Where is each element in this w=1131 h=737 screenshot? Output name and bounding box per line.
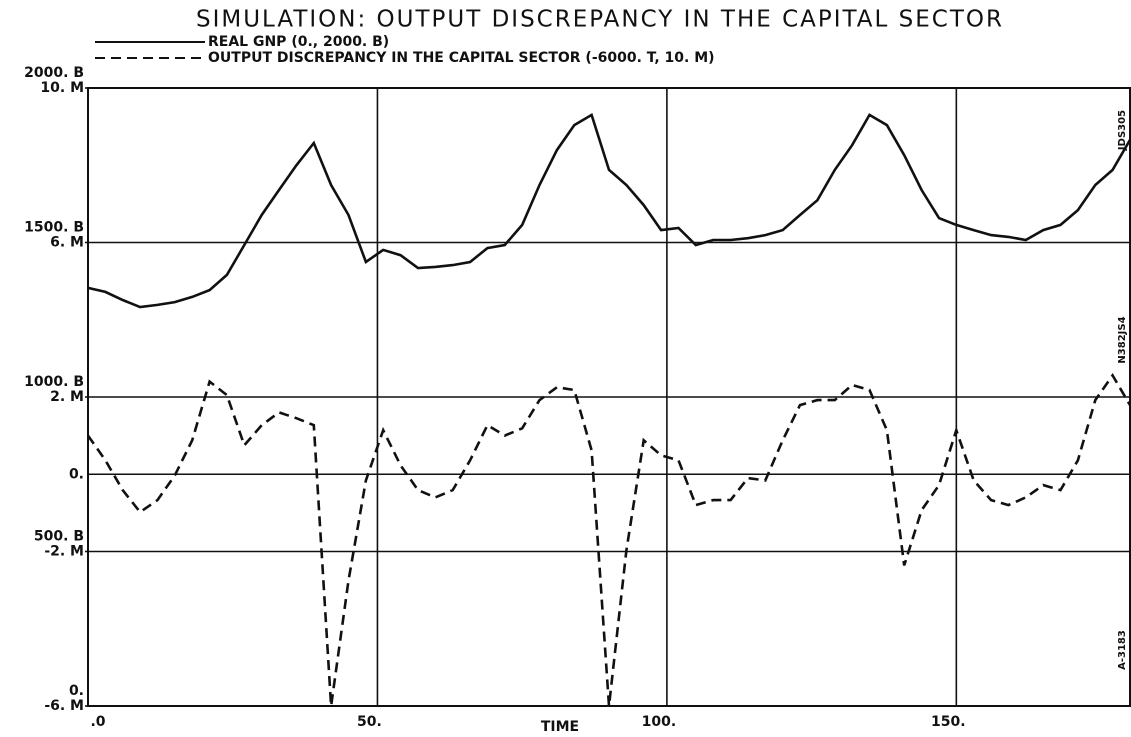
legend-label: REAL GNP (0., 2000. B)	[208, 34, 389, 50]
y2-tick-label: 0.	[69, 466, 84, 482]
x-tick-label: .0	[90, 714, 105, 730]
y-tick-label: 1000. B	[24, 374, 84, 390]
x-axis-label: TIME	[541, 719, 579, 735]
annotation: A-3183	[1117, 630, 1128, 670]
y-tick-label: 500. B	[34, 529, 84, 545]
x-tick-label: 100.	[642, 714, 677, 730]
y2-tick-label: -6. M	[44, 698, 84, 714]
y2-tick-label: 6. M	[50, 235, 84, 251]
annotation: N382JS4	[1117, 316, 1128, 363]
y2-tick-label: 2. M	[50, 389, 84, 405]
x-tick-label: 50.	[357, 714, 382, 730]
y-tick-label: 2000. B	[24, 65, 84, 81]
series-line	[87, 112, 1131, 309]
y2-tick-label: -2. M	[44, 544, 84, 560]
y2-tick-label: 10. M	[40, 80, 84, 96]
y-tick-label: 0.	[69, 683, 84, 699]
x-tick-label: 150.	[931, 714, 966, 730]
annotation: JDS305	[1117, 110, 1128, 151]
legend-label: OUTPUT DISCREPANCY IN THE CAPITAL SECTOR…	[208, 50, 715, 66]
y-tick-label: 1500. B	[24, 220, 84, 236]
chart-title: SIMULATION: OUTPUT DISCREPANCY IN THE CA…	[196, 7, 1004, 33]
series-line	[86, 372, 1131, 707]
